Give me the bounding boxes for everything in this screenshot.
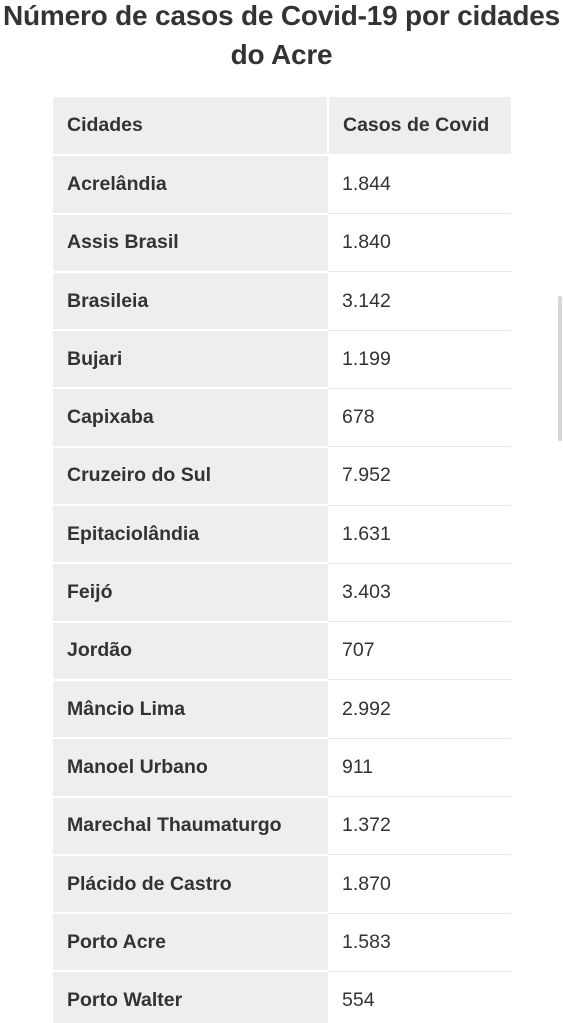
city-name-cell: Feijó	[53, 563, 328, 623]
table-container: Cidades Casos de Covid Acrelândia 1.844 As…	[53, 97, 511, 1023]
cases-count-cell: 1.840	[328, 213, 511, 273]
table-row: Plácido de Castro 1.870	[53, 854, 511, 915]
table-row: Epitaciolândia 1.631	[53, 505, 511, 565]
table-row: Mâncio Lima 2.992	[53, 679, 511, 740]
scrollbar[interactable]	[558, 296, 562, 441]
table-row: Acrelândia 1.844	[53, 155, 511, 215]
city-name-cell: Marechal Thaumaturgo	[53, 796, 328, 856]
table-row: Marechal Thaumaturgo 1.372	[53, 796, 511, 856]
city-name-cell: Assis Brasil	[53, 213, 328, 273]
covid-cases-table: Cidades Casos de Covid Acrelândia 1.844 As…	[53, 97, 511, 1023]
table-body: Acrelândia 1.844 Assis Brasil 1.840 Brasilei…	[53, 155, 511, 1023]
table-row: Brasileia 3.142	[53, 271, 511, 332]
table-row: Assis Brasil 1.840	[53, 213, 511, 273]
city-name-cell: Porto Acre	[53, 913, 328, 973]
cases-count-cell: 2.992	[328, 679, 511, 739]
city-name-cell: Plácido de Castro	[53, 854, 328, 915]
table-row: Cruzeiro do Sul 7.952	[53, 446, 511, 507]
cases-count-cell: 1.199	[328, 330, 511, 389]
city-name-cell: Epitaciolândia	[53, 505, 328, 565]
cases-count-cell: 1.583	[328, 913, 511, 972]
table-row: Bujari 1.199	[53, 330, 511, 390]
cases-count-cell: 707	[328, 621, 511, 681]
table-row: Porto Acre 1.583	[53, 913, 511, 973]
city-name-cell: Jordão	[53, 621, 328, 681]
city-name-cell: Capixaba	[53, 388, 328, 448]
column-header-cidades: Cidades	[53, 97, 328, 157]
cases-count-cell: 3.403	[328, 563, 511, 623]
column-header-casos: Casos de Covid	[327, 97, 511, 157]
city-name-cell: Porto Walter	[53, 971, 328, 1023]
table-row: Feijó 3.403	[53, 563, 511, 623]
city-name-cell: Manoel Urbano	[53, 738, 328, 798]
cases-count-cell: 7.952	[328, 446, 511, 506]
cases-count-cell: 678	[328, 388, 511, 448]
city-name-cell: Brasileia	[53, 271, 328, 332]
table-row: Manoel Urbano 911	[53, 738, 511, 798]
table-header-row: Cidades Casos de Covid	[53, 97, 511, 157]
cases-count-cell: 1.870	[328, 854, 511, 914]
table-row: Jordão 707	[53, 621, 511, 681]
cases-count-cell: 1.372	[328, 796, 511, 856]
cases-count-cell: 554	[328, 971, 511, 1023]
city-name-cell: Cruzeiro do Sul	[53, 446, 328, 507]
cases-count-cell: 1.631	[328, 505, 511, 564]
cases-count-cell: 911	[328, 738, 511, 798]
cases-count-cell: 3.142	[328, 271, 511, 331]
cases-count-cell: 1.844	[328, 155, 511, 215]
city-name-cell: Mâncio Lima	[53, 679, 328, 740]
table-row: Capixaba 678	[53, 388, 511, 448]
page-title: Número de casos de Covid-19 por cidades …	[2, 0, 561, 70]
table-row: Porto Walter 554	[53, 971, 511, 1023]
city-name-cell: Bujari	[53, 330, 328, 390]
city-name-cell: Acrelândia	[53, 155, 328, 215]
